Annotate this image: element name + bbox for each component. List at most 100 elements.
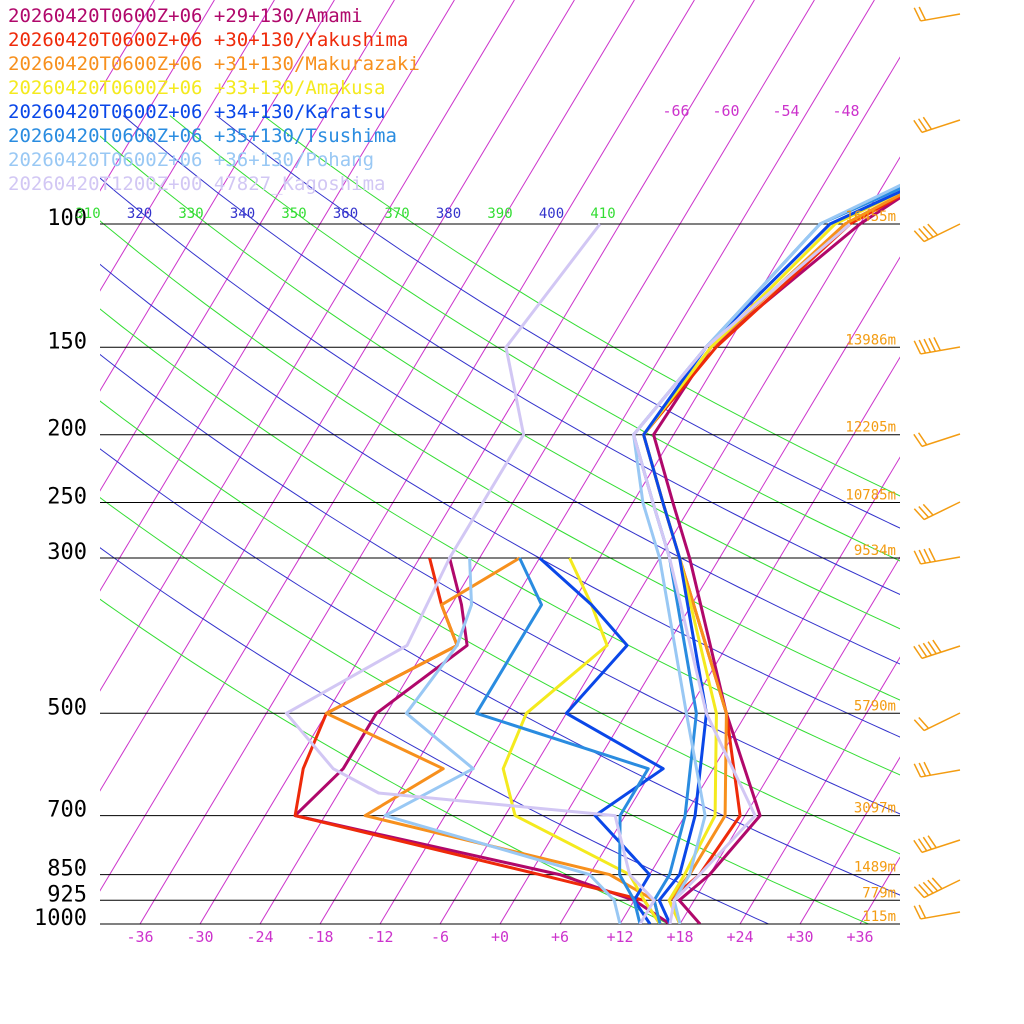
pressure-label: 925	[47, 882, 87, 907]
isotherm-line	[439, 156, 900, 924]
temperature-tick-label: +6	[551, 928, 569, 946]
pressure-label: 850	[47, 857, 87, 882]
dewpoint-profile	[284, 223, 656, 924]
legend-entry: 20260420T0600Z+06 +36+130/Pohang	[8, 149, 375, 171]
temperature-tick-label: -30	[186, 928, 213, 946]
legend-entry: 20260420T0600Z+06 +33+130/Amakusa	[8, 77, 386, 99]
isotherm-line	[559, 356, 900, 924]
height-label: 5790m	[854, 698, 896, 714]
temperature-tick-label: -24	[246, 928, 273, 946]
wind-barb-icon	[913, 712, 961, 732]
adiabat-line	[100, 308, 900, 776]
isotherm-line	[799, 756, 900, 924]
adiabat-line	[100, 220, 900, 701]
height-label: 12205m	[845, 420, 896, 436]
wind-barb-icon	[913, 639, 961, 660]
pressure-label: 100	[47, 206, 87, 231]
isotherm-line	[100, 0, 635, 892]
temperature-profile	[632, 183, 900, 924]
wind-barb-icon	[913, 6, 961, 22]
isotherm-line	[499, 256, 900, 924]
isotherm-grid	[100, 0, 1024, 924]
isotherm-line	[739, 656, 900, 924]
theta-tick-label: 360	[333, 206, 358, 222]
isotherm-line	[100, 0, 335, 392]
wind-barb-icon	[913, 501, 961, 521]
isotherm-line	[679, 556, 900, 924]
temperature-tick-label: -18	[306, 928, 333, 946]
isotherm-line	[139, 0, 695, 924]
temperature-tick-label: +24	[726, 928, 753, 946]
legend-entry: 20260420T0600Z+06 +34+130/Karatsu	[8, 101, 386, 123]
pressure-label: 200	[47, 417, 87, 442]
wind-barb-icon	[913, 432, 961, 448]
pressure-label: 700	[47, 798, 87, 823]
adiabat-line	[100, 135, 900, 630]
adiabat-line	[169, 115, 900, 562]
isotherm-line	[100, 0, 515, 692]
isotherm-line	[100, 0, 275, 292]
legend-entry: 20260420T0600Z+06 +35+130/Tsushima	[8, 125, 397, 147]
legend-entry: 20260420T0600Z+06 +29+130/Amami	[8, 5, 363, 27]
wind-barb-icon	[913, 835, 961, 854]
dewpoint-profile	[383, 557, 622, 924]
temperature-tick-label: +0	[491, 928, 509, 946]
temperature-profile	[652, 195, 900, 924]
wind-barb-icon	[913, 547, 961, 565]
theta-tick-label: 410	[590, 206, 615, 222]
isotherm-line	[379, 56, 900, 924]
dewpoint-profile	[538, 556, 665, 924]
theta-tick-label: 350	[281, 206, 306, 222]
isotherm-line	[100, 0, 215, 192]
adiabat-line	[100, 400, 900, 855]
temperature-tick-label: -36	[126, 928, 153, 946]
height-label: 779m	[862, 885, 896, 901]
theta-tick-label: 320	[127, 206, 152, 222]
temperature-tick-label: -6	[431, 928, 449, 946]
theta-tick-label: 370	[384, 206, 409, 222]
temperature-tick-label: +30	[786, 928, 813, 946]
wind-barb-icon	[913, 904, 961, 920]
temperature-profile	[632, 186, 900, 924]
temperature-tick-label: -12	[366, 928, 393, 946]
legend-entry: 20260420T0600Z+06 +30+130/Yakushima	[8, 29, 409, 51]
height-label: 3097m	[854, 801, 896, 817]
adiabat-line	[100, 177, 900, 665]
adiabat-line	[122, 115, 900, 595]
isotherm-line	[859, 856, 900, 924]
pressure-label: 150	[47, 329, 87, 354]
upper-temperature-tick-label: -66	[662, 102, 689, 120]
isotherm-line	[920, 0, 1024, 924]
pressure-label: 300	[47, 540, 87, 565]
theta-tick-label: 330	[178, 206, 203, 222]
adiabat-line	[100, 496, 870, 924]
adiabat-line	[216, 115, 900, 529]
theta-tick-label: 400	[539, 206, 564, 222]
wind-barbs	[913, 6, 961, 920]
temperature-profile	[642, 190, 900, 924]
adiabat-line	[100, 263, 900, 738]
height-label: 13986m	[845, 332, 896, 348]
height-label: 9534m	[854, 543, 896, 559]
adiabat-line	[100, 353, 900, 815]
height-label: 10785m	[845, 488, 896, 504]
theta-tick-label: 310	[75, 206, 100, 222]
height-label: 16455m	[845, 209, 896, 225]
height-label: 115m	[862, 909, 896, 925]
wind-barb-icon	[913, 337, 961, 355]
wind-barb-icon	[913, 223, 961, 243]
temperature-tick-label: +18	[666, 928, 693, 946]
adiabat-line	[263, 115, 900, 497]
theta-tick-label: 340	[230, 206, 255, 222]
pressure-label: 250	[47, 485, 87, 510]
legend: 20260420T0600Z+06 +29+130/Amami 20260420T…	[8, 4, 420, 196]
theta-tick-label: 390	[487, 206, 512, 222]
isotherm-line	[619, 456, 900, 924]
upper-temperature-tick-label: -60	[712, 102, 739, 120]
temperature-tick-label: +36	[846, 928, 873, 946]
height-label: 1489m	[854, 860, 896, 876]
pressure-label: 500	[47, 695, 87, 720]
isobar-grid	[100, 223, 900, 925]
isotherm-line	[100, 0, 455, 592]
